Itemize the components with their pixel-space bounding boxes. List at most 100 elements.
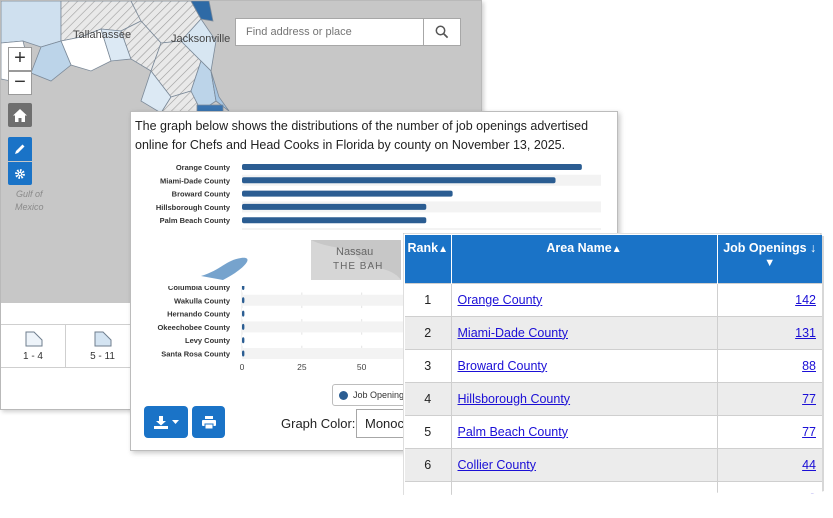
rank-cell: 2	[405, 315, 452, 349]
category-label: Okeechobee County	[157, 323, 230, 332]
water-label: Gulf of Mexico	[15, 188, 44, 214]
area-cell: Orange County	[451, 282, 718, 316]
x-tick-label: 50	[357, 362, 367, 372]
rank-value: 3	[424, 358, 432, 373]
search-button[interactable]	[423, 19, 460, 45]
sort-desc-icon: ↓	[810, 241, 817, 255]
zoom-in-button[interactable]: +	[8, 47, 32, 71]
chart-bar[interactable]	[242, 350, 245, 357]
legend-item: 1 - 4	[1, 325, 66, 367]
area-link[interactable]: Broward County	[457, 358, 548, 373]
legend-label: 1 - 4	[22, 351, 43, 362]
openings-link[interactable]: 88	[802, 358, 816, 373]
download-button[interactable]	[144, 406, 188, 438]
category-label: Hernando County	[167, 310, 231, 319]
openings-cell: 142	[717, 282, 822, 316]
chart-bar[interactable]	[242, 323, 245, 330]
rank-value: 6	[424, 457, 432, 472]
area-cell: Hillsborough County	[451, 381, 718, 415]
area-link[interactable]: Hillsborough County	[457, 391, 571, 406]
city-label-jacksonville: Jacksonville	[171, 33, 231, 45]
rank-cell: 5	[405, 414, 452, 448]
area-link[interactable]: Palm Beach County	[457, 424, 568, 439]
openings-link[interactable]: 142	[795, 292, 816, 307]
legend-item: 5 - 11	[66, 325, 140, 367]
ranking-table: Rank▲︎ Area Name▲︎ Job Openings ↓ ▼ 1 Ora…	[405, 235, 822, 514]
openings-cell: 77	[717, 414, 822, 448]
tear-label-bahamas: THE BAH	[333, 261, 384, 272]
category-label: Santa Rosa County	[161, 350, 231, 359]
openings-link[interactable]: 44	[802, 457, 816, 472]
pencil-icon	[15, 144, 25, 154]
area-cell: Collier County	[451, 447, 718, 481]
column-header-rank[interactable]: Rank▲︎	[405, 235, 452, 283]
table-row: 5 Palm Beach County 77	[405, 414, 822, 448]
category-label: Wakulla County	[174, 296, 231, 305]
chart-bar[interactable]	[242, 164, 582, 170]
column-header-job-openings[interactable]: Job Openings ↓ ▼	[717, 235, 822, 283]
openings-link[interactable]: 77	[802, 424, 816, 439]
area-cell: Broward County	[451, 348, 718, 382]
table-row: 6 Collier County 44	[405, 447, 822, 481]
zoom-out-button[interactable]: −	[8, 71, 32, 95]
tear-label-nassau: Nassau	[336, 246, 374, 258]
settings-button[interactable]	[8, 162, 32, 185]
draw-button[interactable]	[8, 137, 32, 161]
legend-dot-icon	[339, 390, 348, 400]
chart-description: The graph below shows the distributions …	[135, 119, 589, 152]
legend-swatch-icon	[25, 331, 43, 347]
download-icon	[153, 415, 168, 429]
legend-label: 5 - 11	[90, 351, 115, 362]
search-box	[235, 18, 461, 46]
category-label: Columbia County	[168, 283, 231, 292]
category-label: Levy County	[185, 336, 231, 345]
chart-bar[interactable]	[242, 203, 427, 210]
sort-icon: ▲︎	[438, 244, 448, 255]
chart-legend[interactable]: Job Openings	[332, 384, 422, 406]
chart-bar[interactable]	[242, 217, 427, 224]
rank-cell: 6	[405, 447, 452, 481]
openings-cell: 77	[717, 381, 822, 415]
openings-cell: 88	[717, 348, 822, 382]
rank-value: 1	[424, 292, 432, 307]
rank-value: 2	[424, 325, 432, 340]
water-label-line1: Gulf of	[16, 189, 43, 199]
printer-icon	[201, 415, 216, 429]
water-label-line2: Mexico	[15, 202, 44, 212]
openings-link[interactable]: 131	[795, 325, 816, 340]
home-icon	[13, 108, 27, 122]
chart-bar[interactable]	[242, 190, 453, 197]
area-link[interactable]: Orange County	[457, 292, 543, 307]
area-cell: Miami-Dade County	[451, 315, 718, 349]
gear-icon	[15, 168, 25, 179]
home-button[interactable]	[8, 103, 32, 127]
openings-cell: 131	[717, 315, 822, 349]
torn-edge	[131, 230, 617, 280]
rank-cell: 3	[405, 348, 452, 382]
openings-cell: 44	[717, 447, 822, 481]
print-button[interactable]	[192, 406, 225, 438]
chart-bar[interactable]	[242, 297, 245, 304]
chart-bar[interactable]	[242, 177, 556, 184]
table-row: 1 Orange County 142	[405, 282, 822, 316]
chart-bar[interactable]	[242, 310, 245, 317]
legend-swatch-icon	[94, 331, 112, 347]
rank-value: 4	[424, 391, 432, 406]
area-header-label: Area Name	[546, 241, 612, 255]
florida-map	[1, 1, 230, 118]
category-label: Palm Beach County	[160, 216, 231, 225]
category-label: Orange County	[176, 163, 231, 172]
table-wrapper: Rank▲︎ Area Name▲︎ Job Openings ↓ ▼ 1 Ora…	[405, 235, 822, 514]
openings-link[interactable]: 77	[802, 391, 816, 406]
chart-bar[interactable]	[242, 337, 245, 344]
sort-icon: ▲︎	[611, 244, 622, 255]
column-header-area-name[interactable]: Area Name▲︎	[451, 235, 718, 283]
area-link[interactable]: Miami-Dade County	[457, 325, 568, 340]
rank-cell: 4	[405, 381, 452, 415]
category-label: Broward County	[172, 190, 231, 199]
rank-cell: 1	[405, 282, 452, 316]
search-input[interactable]	[236, 19, 423, 45]
rank-value: 5	[424, 424, 432, 439]
table-row: 4 Hillsborough County 77	[405, 381, 822, 415]
area-link[interactable]: Collier County	[457, 457, 537, 472]
